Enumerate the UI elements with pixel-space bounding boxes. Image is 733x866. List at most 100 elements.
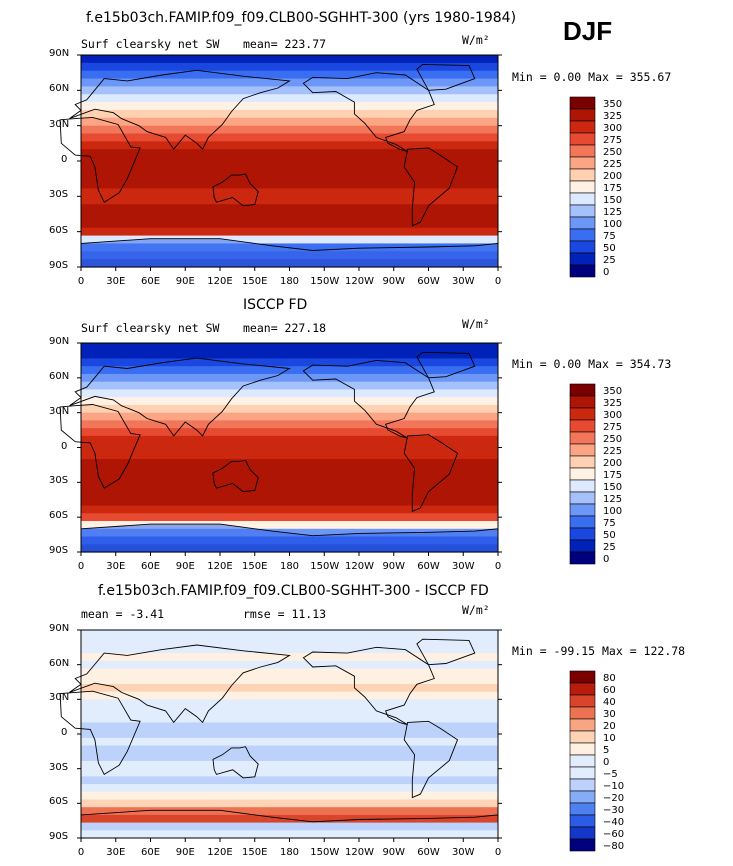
y-tick-label: 90N [49, 48, 70, 59]
zonal-band [81, 196, 498, 205]
zonal-band [81, 70, 498, 80]
y-tick-label: 0 [61, 727, 68, 738]
colorbar-label: 25 [603, 255, 616, 266]
zonal-band [81, 645, 498, 654]
zonal-band [81, 172, 498, 182]
zonal-band [81, 86, 498, 95]
colorbar-label: 150 [603, 482, 623, 493]
zonal-band [81, 521, 498, 530]
colorbar-label: 80 [603, 673, 616, 684]
left-stat-label: mean = -3.41 [81, 607, 165, 621]
colorbar-label: −5 [603, 769, 618, 780]
colorbar-label: 150 [603, 195, 623, 206]
x-tick-label: 90W [382, 561, 406, 572]
x-tick-label: 30E [106, 847, 126, 858]
y-tick-label: 30N [49, 692, 70, 704]
x-tick-label: 60W [417, 561, 440, 572]
colorbar-label: 300 [603, 410, 623, 421]
continent-outline [69, 644, 291, 724]
y-tick-label: 90S [49, 545, 69, 556]
left-stat-label: Surf clearsky net SW [81, 321, 220, 335]
y-tick-label: 30S [49, 761, 69, 773]
x-tick-label: 90E [175, 847, 195, 858]
units-label: W/m² [462, 603, 490, 617]
x-tick-label: 180 [279, 561, 300, 572]
x-tick-label: 90E [175, 561, 195, 572]
x-tick-label: 90W [382, 276, 406, 287]
zonal-band [81, 358, 498, 367]
continent-outline [69, 357, 291, 437]
stat-label: rmse = 11.13 [243, 607, 327, 621]
zonal-band [81, 227, 498, 237]
colorbar-swatch [569, 742, 596, 756]
colorbar-label: 50 [603, 243, 616, 254]
zonal-band [81, 714, 498, 724]
y-tick-label: 30N [49, 405, 70, 417]
x-tick-label: 60E [140, 847, 161, 858]
x-tick-label: 120W [345, 847, 374, 858]
continent-outline [302, 359, 435, 439]
zonal-band [81, 102, 498, 111]
zonal-band [81, 513, 498, 522]
x-tick-label: 150E [242, 561, 268, 572]
zonal-band [81, 204, 498, 213]
colorbar-label: −80 [603, 841, 625, 852]
y-tick-label: 90S [49, 260, 69, 271]
zonal-band [81, 459, 498, 468]
y-tick-label: 60S [49, 224, 69, 236]
colorbar-swatch [569, 778, 596, 792]
y-tick-label: 60N [49, 370, 70, 382]
continent-outline [69, 69, 291, 150]
x-tick-label: 150W [310, 561, 340, 572]
continent-outline [416, 63, 476, 91]
colorbar-label: −20 [603, 793, 625, 804]
colorbar-label: 325 [603, 111, 623, 122]
zonal-band [81, 397, 498, 406]
zonal-band [81, 343, 498, 352]
colorbar-label: 250 [603, 434, 623, 445]
colorbar-label: 10 [603, 733, 616, 744]
zonal-band [81, 799, 498, 808]
colorbar-swatch [569, 826, 596, 840]
zonal-band [81, 745, 498, 754]
zonal-band [81, 164, 498, 174]
zonal-band [81, 212, 498, 221]
x-tick-label: 150E [242, 276, 268, 287]
zonal-band [81, 404, 498, 414]
season-label: DJF [563, 16, 613, 46]
colorbar-label: 40 [603, 697, 616, 708]
x-tick-label: 180 [279, 276, 300, 287]
minmax-label: Min = 0.00 Max = 354.73 [512, 357, 672, 371]
x-tick-label: 90E [175, 276, 195, 287]
x-tick-label: 30W [451, 847, 475, 858]
zonal-band [81, 466, 498, 476]
zonal-band [81, 707, 498, 716]
zonal-band [81, 676, 498, 685]
continent-outline [59, 116, 141, 203]
colorbar-swatch [569, 838, 596, 852]
colorbar-label: 125 [603, 494, 623, 505]
colorbar-label: 75 [603, 231, 616, 242]
zonal-band [81, 428, 498, 437]
x-tick-label: 120E [207, 561, 233, 572]
continent-outline [403, 147, 459, 227]
y-tick-label: 0 [61, 440, 68, 452]
panel-title: f.e15b03ch.FAMIP.f09_f09.CLB00-SGHHT-300… [98, 583, 489, 599]
zonal-band [81, 668, 498, 677]
x-tick-label: 0 [494, 847, 502, 858]
zonal-band [81, 474, 498, 483]
zonal-band [81, 435, 498, 445]
colorbar-label: 20 [603, 721, 616, 732]
x-tick-label: 150E [242, 847, 268, 858]
zonal-band [81, 443, 498, 452]
x-tick-label: 60E [140, 276, 161, 287]
panel-title: f.e15b03ch.FAMIP.f09_f09.CLB00-SGHHT-300… [86, 10, 517, 26]
colorbar-swatch [569, 670, 596, 684]
x-tick-label: 30E [106, 561, 126, 572]
zonal-band [81, 807, 498, 816]
colorbar-label: 200 [603, 458, 623, 469]
continent-outline [59, 404, 141, 489]
colorbar-swatch [569, 754, 596, 768]
